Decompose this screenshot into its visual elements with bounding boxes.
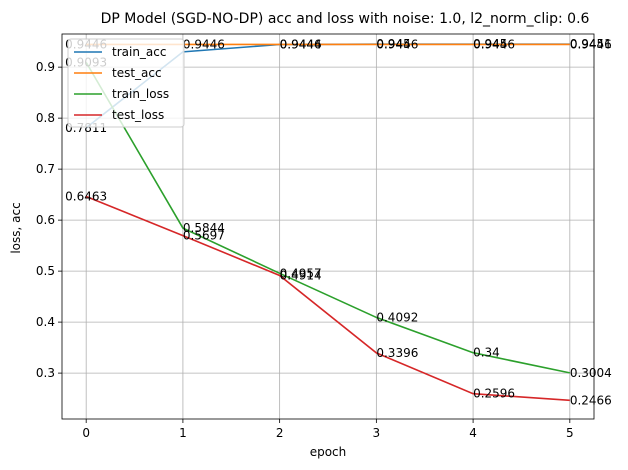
y-tick-label: 0.4 bbox=[36, 315, 55, 329]
x-tick-label: 0 bbox=[82, 426, 90, 440]
y-tick-label: 0.7 bbox=[36, 162, 55, 176]
data-label-test_loss: 0.6463 bbox=[65, 190, 107, 204]
x-tick-label: 5 bbox=[566, 426, 574, 440]
chart-title: DP Model (SGD-NO-DP) acc and loss with n… bbox=[101, 11, 590, 27]
y-tick-label: 0.9 bbox=[36, 60, 55, 74]
data-label-train_loss: 0.5844 bbox=[183, 221, 225, 235]
data-label-test_loss: 0.4914 bbox=[280, 269, 322, 283]
legend: train_acc test_acc train_loss test_loss bbox=[67, 38, 185, 128]
data-label-train_acc: 0.945 bbox=[376, 37, 410, 51]
data-label-test_loss: 0.3396 bbox=[376, 346, 418, 360]
legend-label-train_acc: train_acc bbox=[112, 45, 166, 59]
series-line-test_loss bbox=[85, 195, 570, 402]
legend-label-test_acc: test_acc bbox=[112, 66, 162, 80]
data-label-train_loss: 0.34 bbox=[473, 346, 500, 360]
y-axis-ticks: 0.3 0.4 0.5 0.6 0.7 0.8 0.9 bbox=[36, 60, 62, 380]
y-tick-label: 0.6 bbox=[36, 213, 55, 227]
series-line-train_loss bbox=[85, 61, 570, 374]
plot-frame bbox=[61, 33, 595, 420]
x-tick-label: 4 bbox=[469, 426, 477, 440]
data-label-train_acc: 0.945 bbox=[473, 37, 507, 51]
x-tick-label: 3 bbox=[373, 426, 381, 440]
x-axis-label: epoch bbox=[310, 445, 347, 459]
data-label-test_loss: 0.2596 bbox=[473, 387, 515, 401]
y-tick-label: 0.8 bbox=[36, 111, 55, 125]
x-axis-ticks: 0 1 2 3 4 5 bbox=[82, 419, 574, 440]
data-label-test_loss: 0.2466 bbox=[570, 393, 612, 407]
data-label-train_loss: 0.3004 bbox=[570, 366, 612, 380]
x-tick-label: 1 bbox=[179, 426, 187, 440]
data-label-test_acc: 0.9446 bbox=[570, 37, 612, 51]
y-tick-label: 0.5 bbox=[36, 264, 55, 278]
data-label-test_loss: 0.5697 bbox=[183, 229, 225, 243]
legend-label-train_loss: train_loss bbox=[112, 87, 169, 101]
data-label-test_acc: 0.9446 bbox=[376, 37, 418, 51]
data-label-test_acc: 0.9446 bbox=[280, 37, 322, 51]
data-label-train_loss: 0.4092 bbox=[376, 310, 418, 324]
y-tick-label: 0.3 bbox=[36, 366, 55, 380]
data-label-train_acc: 0.9444 bbox=[280, 38, 322, 52]
legend-box bbox=[67, 38, 185, 128]
data-label-train_acc: 0.9451 bbox=[570, 37, 612, 51]
legend-label-test_loss: test_loss bbox=[112, 108, 164, 122]
x-tick-label: 2 bbox=[276, 426, 284, 440]
data-label-test_acc: 0.9446 bbox=[183, 37, 225, 51]
y-axis-label: loss, acc bbox=[9, 202, 23, 253]
data-label-train_loss: 0.4957 bbox=[280, 266, 322, 280]
data-label-test_acc: 0.9446 bbox=[473, 37, 515, 51]
